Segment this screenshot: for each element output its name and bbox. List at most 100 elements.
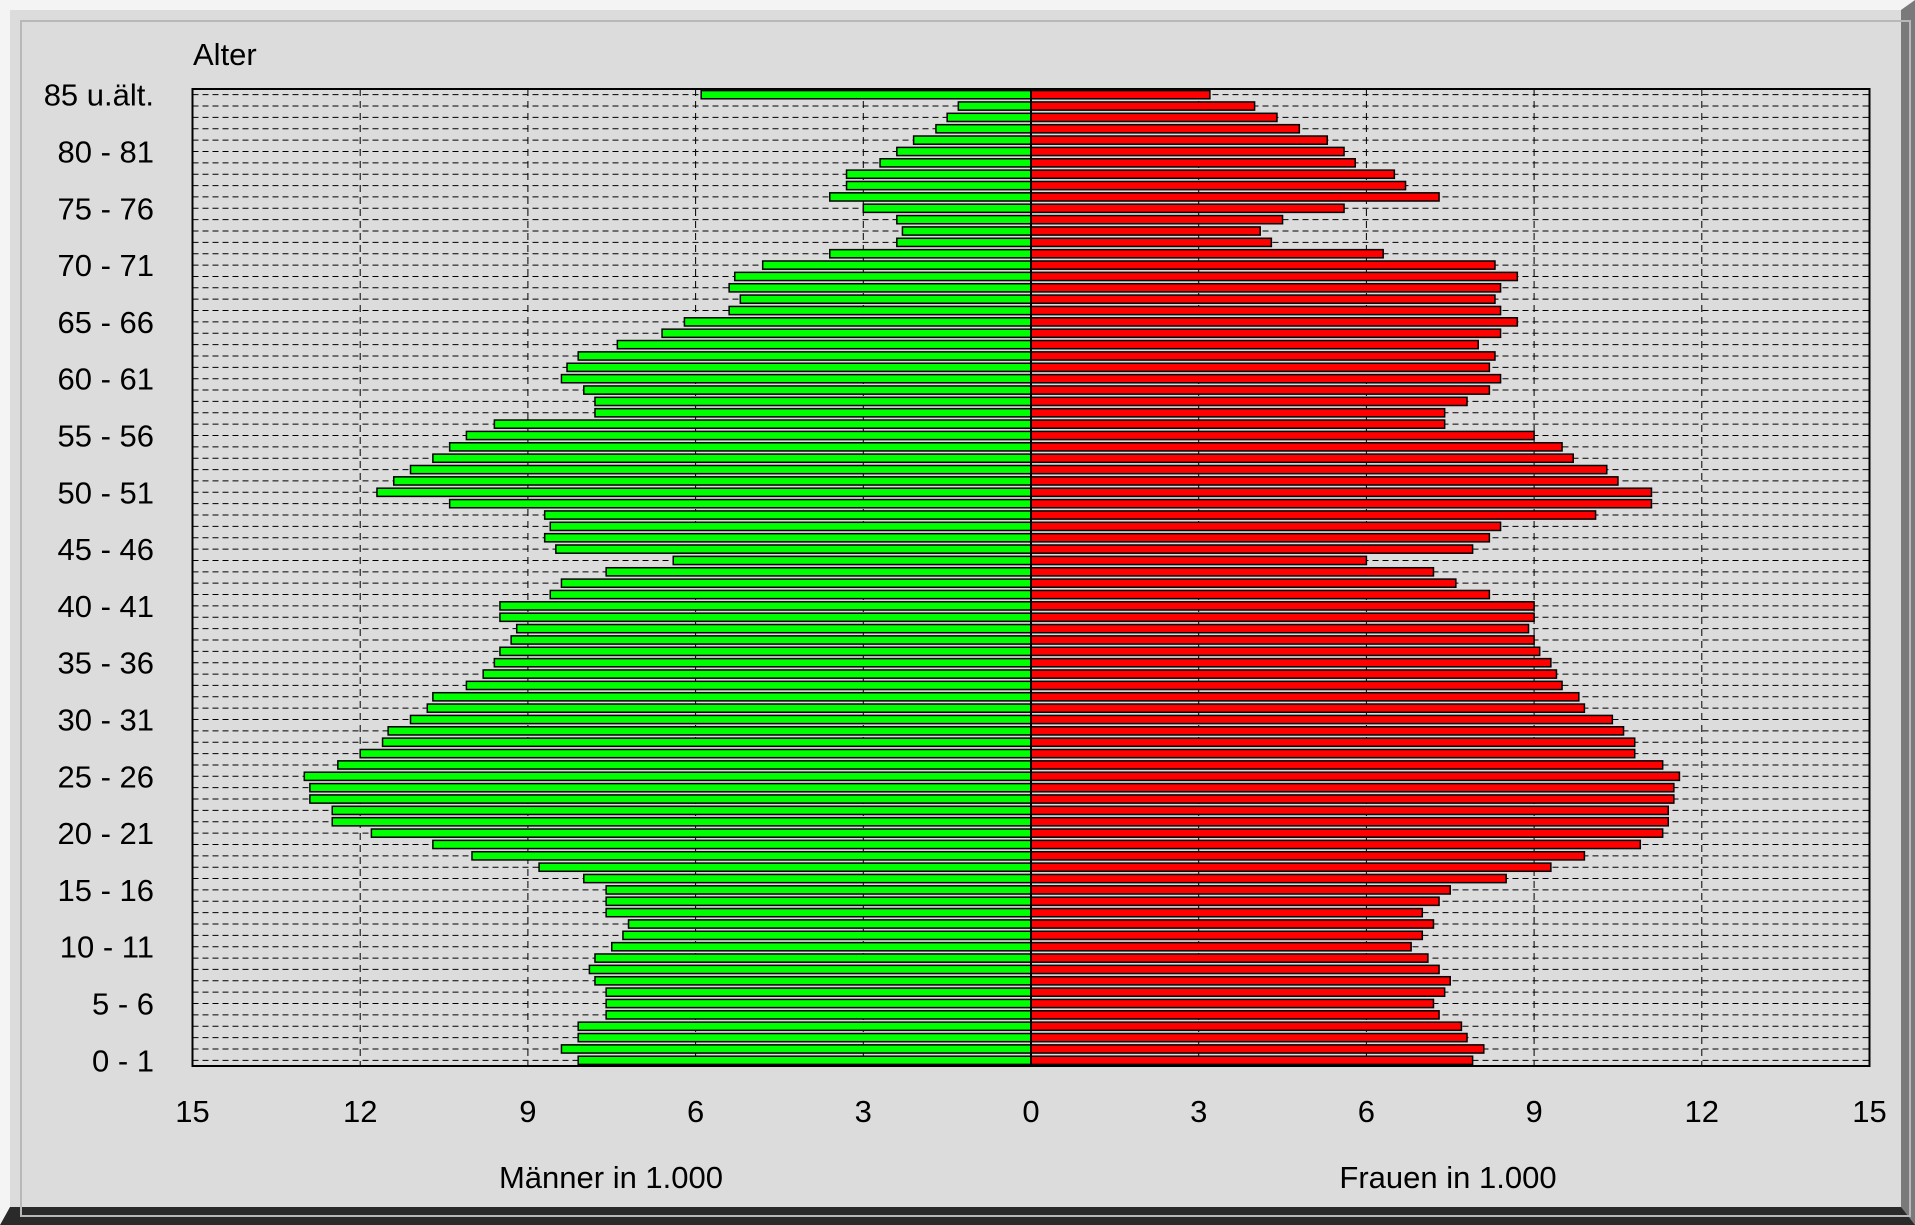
bar-male-age-84 bbox=[957, 101, 1032, 111]
bar-male-age-69 bbox=[733, 271, 1032, 282]
bar-male-age-79 bbox=[879, 158, 1032, 168]
bar-female-age-35 bbox=[1030, 657, 1552, 668]
bar-female-age-48 bbox=[1030, 510, 1597, 520]
bar-male-age-42 bbox=[560, 578, 1032, 589]
bar-male-age-80 bbox=[896, 146, 1032, 157]
y-tick-label: 75 - 76 bbox=[57, 191, 154, 226]
bar-female-age-1 bbox=[1030, 1044, 1485, 1054]
y-tick-label: 0 - 1 bbox=[92, 1043, 154, 1078]
bar-female-age-28 bbox=[1030, 737, 1636, 748]
bar-female-age-15 bbox=[1030, 885, 1451, 895]
bar-female-age-20 bbox=[1030, 828, 1664, 838]
bar-female-age-58 bbox=[1030, 396, 1468, 407]
bar-female-age-76 bbox=[1030, 192, 1440, 202]
bar-male-age-12 bbox=[627, 919, 1032, 929]
y-tick-label: 15 - 16 bbox=[57, 873, 154, 908]
bar-female-age-25 bbox=[1030, 771, 1681, 782]
bar-female-age-18 bbox=[1030, 850, 1586, 861]
bar-male-age-27 bbox=[359, 748, 1032, 759]
bar-male-age-74 bbox=[896, 214, 1032, 225]
bar-female-age-31 bbox=[1030, 703, 1586, 713]
bar-female-age-43 bbox=[1030, 566, 1435, 577]
bar-female-age-17 bbox=[1030, 862, 1552, 873]
bar-female-age-49 bbox=[1030, 498, 1653, 509]
bar-female-age-50 bbox=[1030, 487, 1653, 498]
x-tick-label: 12 bbox=[1685, 1094, 1719, 1129]
x-tick-label: 6 bbox=[1358, 1094, 1375, 1129]
bar-female-age-38 bbox=[1030, 623, 1530, 634]
bar-female-age-68 bbox=[1030, 282, 1502, 293]
bar-female-age-65 bbox=[1030, 317, 1519, 327]
bar-female-age-54 bbox=[1030, 442, 1563, 452]
y-tick-labels: 0 - 1 5 - 6 10 - 11 15 - 16 20 - 21 25 - 26 30… bbox=[44, 78, 154, 1079]
bar-female-age-82 bbox=[1030, 123, 1301, 134]
x-tick-label: 9 bbox=[1525, 1094, 1542, 1129]
x-tick-label: 0 bbox=[1022, 1094, 1039, 1129]
bar-male-age-71 bbox=[829, 248, 1032, 259]
bar-female-age-83 bbox=[1030, 112, 1278, 123]
bar-female-age-85 bbox=[1030, 89, 1211, 100]
bar-male-age-21 bbox=[331, 816, 1032, 827]
bar-male-age-14 bbox=[605, 896, 1032, 907]
bar-female-age-37 bbox=[1030, 635, 1535, 645]
bar-male-age-38 bbox=[515, 623, 1032, 634]
bar-male-age-15 bbox=[605, 885, 1032, 895]
bar-male-age-47 bbox=[549, 521, 1032, 532]
y-tick-label: 55 - 56 bbox=[57, 418, 154, 453]
bar-male-age-81 bbox=[912, 135, 1032, 145]
bar-male-age-37 bbox=[510, 635, 1032, 645]
bar-female-age-24 bbox=[1030, 782, 1675, 793]
bar-male-age-0 bbox=[577, 1055, 1032, 1066]
bar-female-age-6 bbox=[1030, 987, 1446, 997]
bar-male-age-62 bbox=[577, 351, 1032, 361]
bar-male-age-78 bbox=[845, 169, 1032, 180]
bar-male-age-52 bbox=[409, 464, 1032, 475]
bar-female-age-22 bbox=[1030, 805, 1670, 816]
y-tick-label: 45 - 46 bbox=[57, 532, 154, 567]
x-tick-label: 12 bbox=[343, 1094, 377, 1129]
bar-male-age-8 bbox=[588, 964, 1032, 975]
bar-female-age-55 bbox=[1030, 430, 1535, 441]
bar-male-age-28 bbox=[381, 737, 1032, 748]
y-tick-label: 50 - 51 bbox=[57, 475, 154, 510]
bar-female-age-62 bbox=[1030, 351, 1496, 361]
bar-male-age-9 bbox=[594, 953, 1032, 963]
bar-male-age-44 bbox=[672, 555, 1032, 566]
bar-male-age-64 bbox=[661, 328, 1032, 339]
bar-male-age-49 bbox=[448, 498, 1032, 509]
bar-male-age-63 bbox=[616, 339, 1032, 350]
y-tick-label: 65 - 66 bbox=[57, 305, 154, 340]
x-tick-label: 15 bbox=[1852, 1094, 1886, 1129]
bar-female-age-63 bbox=[1030, 339, 1479, 350]
bar-female-age-7 bbox=[1030, 975, 1451, 986]
bar-male-age-77 bbox=[845, 180, 1032, 191]
bar-female-age-53 bbox=[1030, 453, 1574, 464]
bar-male-age-55 bbox=[465, 430, 1032, 441]
bar-female-age-57 bbox=[1030, 407, 1446, 418]
bar-male-age-56 bbox=[493, 419, 1032, 429]
bar-female-age-78 bbox=[1030, 169, 1396, 180]
bar-female-age-77 bbox=[1030, 180, 1407, 191]
y-tick-label: 30 - 31 bbox=[57, 703, 154, 738]
y-tick-label: 85 u.ält. bbox=[44, 78, 154, 113]
bar-male-age-6 bbox=[605, 987, 1032, 997]
bar-male-age-70 bbox=[761, 260, 1032, 270]
bar-male-age-23 bbox=[309, 794, 1032, 804]
bar-female-age-46 bbox=[1030, 532, 1491, 543]
bar-male-age-66 bbox=[728, 305, 1032, 316]
bar-female-age-14 bbox=[1030, 896, 1440, 907]
bar-male-age-68 bbox=[728, 282, 1032, 293]
bar-male-age-18 bbox=[471, 850, 1032, 861]
bar-female-age-44 bbox=[1030, 555, 1368, 566]
bar-female-age-42 bbox=[1030, 578, 1457, 589]
bar-male-age-50 bbox=[376, 487, 1032, 498]
bar-male-age-48 bbox=[543, 510, 1032, 520]
bar-male-age-39 bbox=[499, 612, 1032, 623]
bar-female-age-60 bbox=[1030, 373, 1502, 384]
y-tick-label: 40 - 41 bbox=[57, 589, 154, 624]
bar-female-age-40 bbox=[1030, 601, 1535, 611]
x-tick-label: 3 bbox=[1190, 1094, 1207, 1129]
bar-female-age-59 bbox=[1030, 385, 1491, 395]
bar-male-age-7 bbox=[594, 975, 1032, 986]
bar-female-age-10 bbox=[1030, 941, 1412, 952]
